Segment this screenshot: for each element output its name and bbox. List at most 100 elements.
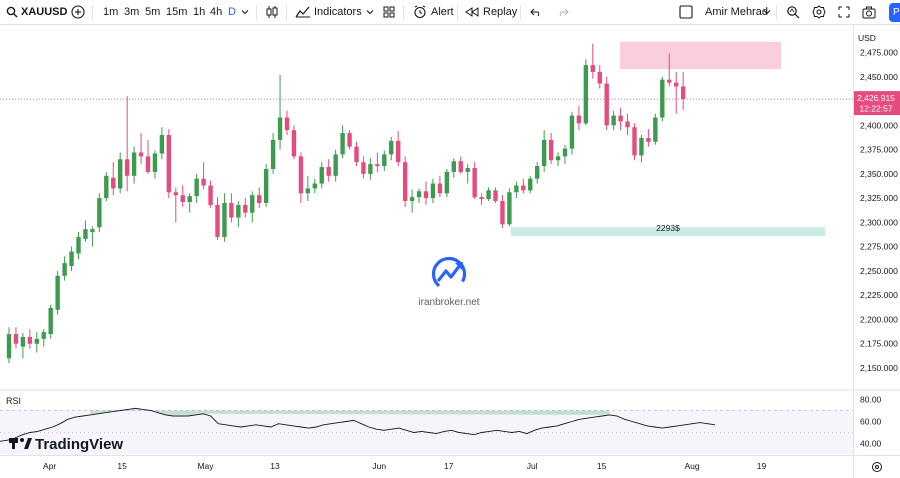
candle-body [145,156,151,172]
camera-snapshot-icon[interactable] [862,0,876,25]
candle-body [583,65,589,124]
candle-body [500,201,505,225]
candle-body [270,139,276,169]
candle-body [514,185,519,193]
price-tick-label: 2,300.000 [860,217,898,227]
candle-body [118,159,123,189]
candle-body [472,168,477,198]
timeframe-d[interactable]: D [228,6,236,18]
candle-body [97,198,102,228]
candle-body [69,251,74,267]
candle-body [166,135,172,193]
publish-button[interactable]: P [889,3,900,22]
price-tick-label: 2,450.000 [860,72,898,82]
rsi-layer: 80.00 60.00 40.00 [0,395,882,455]
quick-search-icon[interactable] [786,0,800,25]
candle-body [590,65,595,72]
timeframe-1h[interactable]: 1h [193,6,206,18]
currency-label: USD [858,33,876,43]
candle-body [62,263,67,276]
candle-body [618,115,623,122]
compare-symbol-icon[interactable] [71,0,85,25]
indicators-button[interactable]: Indicators [314,6,362,18]
alert-clock-icon[interactable] [413,0,427,25]
candle-body [562,148,568,157]
timeframe-4h[interactable]: 4h [210,6,223,18]
candle-body [521,185,526,191]
user-name[interactable]: Amir Mehrad [705,6,768,18]
candle-style-icon[interactable] [266,0,278,25]
replay-button[interactable]: Replay [483,6,518,18]
candle-body [20,336,26,347]
candle-body [604,83,609,126]
candle-body [528,178,533,191]
last-price-badge: 2,426.915 12:22:57 [854,91,900,116]
candle-body [354,146,359,163]
candle-body [131,152,137,176]
candle-body [409,197,415,202]
candle-body [333,154,338,176]
time-axis-label: 19 [757,461,767,471]
candle-body [76,236,81,254]
candle-body [507,192,512,225]
symbol-name[interactable]: XAUUSD [21,6,68,18]
candle-body [375,164,380,167]
candle-body [236,204,241,218]
rsi-line [0,407,716,442]
price-tick-label: 2,250.000 [860,266,898,276]
time-axis-label: May [197,461,214,471]
candle-body [284,117,290,131]
candle-body [632,127,637,156]
candle-body [298,156,304,194]
candle-body [159,135,165,154]
layouts-grid-icon[interactable] [383,0,395,25]
candle-body [55,275,60,310]
indicators-icon[interactable] [295,0,311,25]
candle-body [13,334,19,344]
symbol-search-icon[interactable] [6,0,18,25]
price-tick-label: 2,150.000 [860,363,898,373]
replay-icon[interactable] [465,0,479,25]
candle-body [263,168,269,203]
user-dropdown-icon[interactable] [763,0,771,25]
watermark-logo-icon [431,256,467,292]
candle-body [201,178,206,186]
price-tick-label: 2,325.000 [860,193,898,203]
top-toolbar: XAUUSD 1m 3m 5m 15m 1h 4h D Indicators A… [0,0,900,25]
tradingview-brand: TradingView [35,436,123,453]
layout-square-icon[interactable] [679,0,693,25]
timeframe-1m[interactable]: 1m [103,6,119,18]
settings-gear-icon[interactable] [812,0,826,25]
candle-body [653,117,658,142]
timeframe-3m[interactable]: 3m [124,6,140,18]
price-tick-label: 2,350.000 [860,169,898,179]
candle-body [437,183,443,194]
candle-body [368,164,373,174]
candle-body [340,133,345,155]
timeframe-5m[interactable]: 5m [145,6,161,18]
candle-body [257,195,262,203]
candle-body [597,71,602,84]
support-zone-label: 2293$ [656,223,680,233]
candle-body [555,156,561,161]
axis-settings-gear-icon[interactable] [872,462,882,472]
candle-body [291,130,297,157]
candle-body [382,154,387,167]
timeframe-dropdown-icon[interactable] [241,0,249,25]
candle-body [111,177,116,189]
indicators-dropdown-icon[interactable] [366,0,374,25]
undo-icon[interactable] [530,0,542,25]
timeframe-15m[interactable]: 15m [166,6,188,18]
price-tick-label: 2,375.000 [860,145,898,155]
candle-body [423,191,429,199]
candle-body [90,229,95,233]
alert-button[interactable]: Alert [431,6,454,18]
candle-body [667,79,672,83]
candle-body [458,161,463,172]
price-tick-label: 2,225.000 [860,290,898,300]
price-tick-label: 2,400.000 [860,120,898,130]
candle-body [396,140,401,163]
fullscreen-icon[interactable] [838,0,850,25]
